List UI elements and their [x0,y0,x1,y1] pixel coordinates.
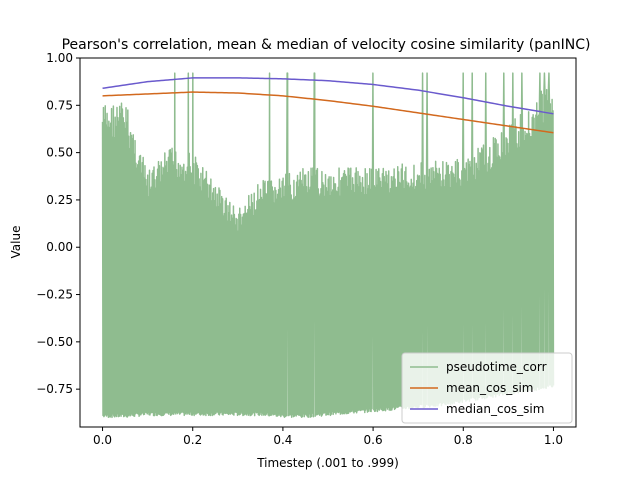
y-tick-label: 0.75 [46,98,73,112]
chart-title: Pearson's correlation, mean & median of … [62,37,591,53]
legend: pseudotime_corr mean_cos_sim median_cos_si… [401,352,573,424]
legend-label: median_cos_sim [446,402,544,416]
series-line-median-cos-sim [102,77,554,115]
y-tick-label: 1.00 [46,51,73,65]
x-tick-label: 0.4 [273,433,292,447]
y-axis: 1.00 0.75 0.50 0.25 0.00 −0.25 −0.50 −0.75 [36,51,80,396]
legend-label: pseudotime_corr [446,360,547,374]
y-tick-label: −0.50 [36,335,73,349]
legend-box [401,352,573,424]
x-axis: 0.0 0.2 0.4 0.6 0.8 1.0 [93,427,563,447]
y-tick-label: 0.25 [46,193,73,207]
y-axis-label: Value [9,226,23,259]
x-tick-label: 1.0 [544,433,563,447]
y-tick-label: −0.75 [36,382,73,396]
legend-label: mean_cos_sim [446,381,534,395]
x-axis-label: Timestep (.001 to .999) [256,456,399,470]
y-tick-label: 0.50 [46,146,73,160]
x-tick-label: 0.8 [454,433,473,447]
x-tick-label: 0.2 [183,433,202,447]
x-tick-label: 0.6 [364,433,383,447]
plot-area [101,72,555,419]
plot-frame [79,57,577,428]
series-line-mean-cos-sim [102,91,554,134]
series-line-pseudotime-corr [101,72,555,419]
y-tick-label: 0.00 [46,240,73,254]
x-tick-label: 0.0 [93,433,112,447]
y-tick-label: −0.25 [36,288,73,302]
